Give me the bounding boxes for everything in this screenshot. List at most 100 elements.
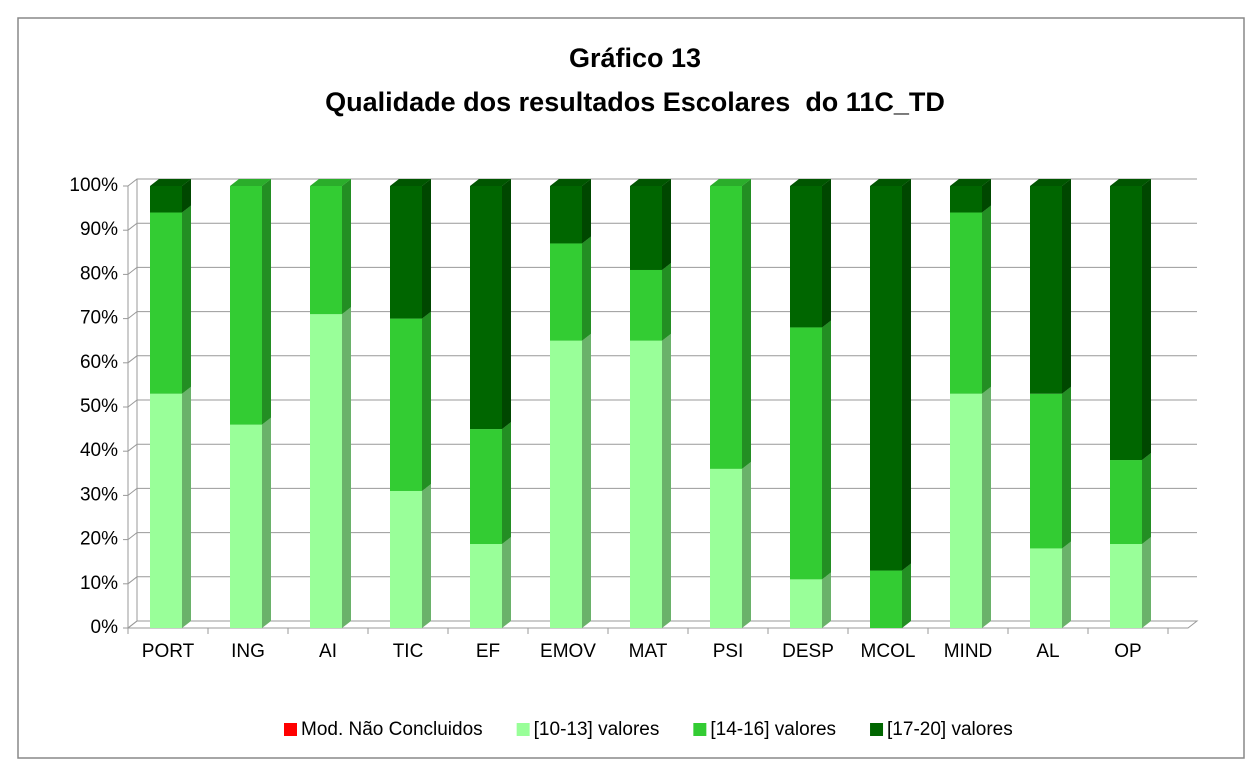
legend-swatch xyxy=(516,723,530,736)
bar-front xyxy=(550,243,582,341)
bar-segment xyxy=(470,422,511,545)
x-tick-label: AI xyxy=(319,641,337,662)
x-tick-label: ING xyxy=(231,641,265,662)
bar-front xyxy=(310,186,342,315)
bar-segment xyxy=(550,236,591,341)
bar-front xyxy=(870,570,902,628)
x-tick-label: MCOL xyxy=(861,641,916,662)
bar-segment xyxy=(1110,179,1151,461)
bar-side xyxy=(582,236,591,341)
bar-side xyxy=(662,262,671,341)
grid-segment xyxy=(127,399,1197,408)
bar-side xyxy=(422,483,431,628)
bar-front xyxy=(390,186,422,319)
bar-segment xyxy=(950,179,991,213)
bar-top xyxy=(1110,179,1151,186)
grid-segment xyxy=(127,620,1197,629)
grid-line xyxy=(127,266,1197,275)
grid-segment xyxy=(127,266,1197,275)
bar-side-shade xyxy=(1142,537,1151,628)
bar-front xyxy=(1110,544,1142,628)
bar-segment xyxy=(630,262,671,341)
bar-side xyxy=(662,333,671,628)
bar-top xyxy=(230,179,271,186)
legend-swatch xyxy=(693,723,707,736)
bar-top-shade xyxy=(1030,179,1071,186)
bar-side-shade xyxy=(342,179,351,315)
bar-side xyxy=(902,563,911,628)
x-tick-label: TIC xyxy=(393,641,424,662)
bar-front xyxy=(470,544,502,628)
bar-top-shade xyxy=(550,179,591,186)
grid-segment xyxy=(127,487,1197,496)
bar-top-shade xyxy=(1110,179,1151,186)
bar-top-shade xyxy=(310,179,351,186)
bar-side-shade xyxy=(582,179,591,244)
bar-side-shade xyxy=(1062,541,1071,628)
bar-side xyxy=(902,179,911,571)
bar-side xyxy=(422,179,431,319)
bar-front xyxy=(790,186,822,328)
bar-side xyxy=(822,572,831,628)
bar-front xyxy=(630,340,662,628)
legend-label: [14-16] valores xyxy=(710,719,836,740)
bar-side xyxy=(982,205,991,394)
grid-line xyxy=(127,443,1197,452)
y-tick-label: 50% xyxy=(80,396,118,417)
bar-front xyxy=(950,212,982,394)
bar-segment xyxy=(150,386,191,628)
bar-side-shade xyxy=(662,179,671,270)
bar-top-shade xyxy=(630,179,671,186)
bar-front xyxy=(470,186,502,430)
legend-swatch xyxy=(284,723,297,736)
bar-top xyxy=(630,179,671,186)
bar-front xyxy=(1030,548,1062,628)
bar-segment xyxy=(230,179,271,425)
x-tick-label: PORT xyxy=(142,641,195,662)
bar-side xyxy=(822,179,831,328)
bar-side xyxy=(742,461,751,628)
bar-side-shade xyxy=(342,307,351,628)
bar-segment xyxy=(310,179,351,315)
y-tick-label: 0% xyxy=(91,617,119,638)
bar-top-shade xyxy=(150,179,191,186)
bar-side xyxy=(182,179,191,213)
bar-front xyxy=(950,186,982,213)
bar-top xyxy=(1030,179,1071,186)
bar-front xyxy=(390,318,422,491)
bar-segment xyxy=(870,179,911,571)
grid-segment xyxy=(127,355,1197,364)
bar-side-shade xyxy=(582,333,591,628)
bar-side xyxy=(822,320,831,580)
bar-segment xyxy=(550,179,591,244)
legend-label: [17-20] valores xyxy=(887,719,1013,740)
legend-swatch xyxy=(870,723,884,736)
bar-side xyxy=(342,179,351,315)
bar-segment xyxy=(470,537,511,628)
bar-segment xyxy=(870,563,911,628)
bar-front xyxy=(230,186,262,425)
grid-line xyxy=(127,576,1197,585)
bar-front xyxy=(870,186,902,571)
bar-side xyxy=(262,179,271,425)
bar-side xyxy=(502,537,511,628)
bar-segment xyxy=(390,483,431,628)
bar-side-shade xyxy=(822,179,831,328)
bar-front xyxy=(1110,460,1142,545)
bar-side xyxy=(582,333,591,628)
bar-segment xyxy=(710,179,751,469)
bar-side-shade xyxy=(262,179,271,425)
grid-line xyxy=(127,311,1197,319)
bar-segment xyxy=(390,311,431,491)
bar-top-shade xyxy=(230,179,271,186)
bar-side xyxy=(1142,453,1151,545)
grid-line xyxy=(127,399,1197,408)
bar-side-shade xyxy=(182,179,191,213)
grid-segment xyxy=(127,178,1197,187)
bar-front xyxy=(710,186,742,469)
bar-side xyxy=(502,422,511,545)
bar-front xyxy=(390,490,422,628)
bar-front xyxy=(150,212,182,394)
bar-top xyxy=(550,179,591,186)
